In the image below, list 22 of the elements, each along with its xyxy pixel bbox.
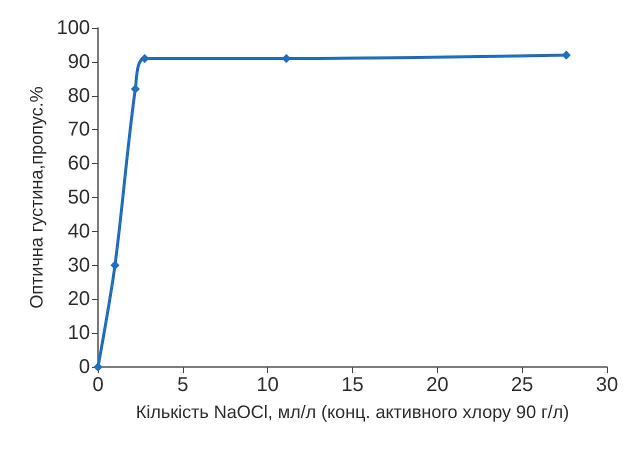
y-tick-label: 50 [68, 186, 90, 208]
y-tick-label: 10 [68, 322, 90, 344]
y-tick-label: 100 [56, 17, 90, 39]
x-tick-label: 25 [511, 374, 534, 396]
x-tick-label: 5 [177, 374, 188, 396]
x-axis-title: Кількість NaOCl, мл/л (конц. активного хлору 90 г/л) [136, 402, 570, 422]
x-tick-label: 0 [92, 374, 104, 396]
x-tick-label: 20 [426, 374, 448, 396]
y-tick-label: 30 [68, 254, 90, 276]
y-tick-label: 70 [68, 118, 90, 141]
y-tick-label: 40 [68, 220, 90, 242]
point [130, 84, 140, 94]
y-tick-label: 60 [68, 152, 90, 175]
y-tick-label: 20 [68, 288, 90, 310]
x-tick-label: 10 [256, 374, 279, 396]
point [110, 260, 120, 270]
y-tick-label: 0 [78, 356, 90, 378]
y-tick-label: 90 [68, 50, 90, 73]
y-axis-title: Оптична густина,пропус.% [26, 86, 47, 309]
y-tick-label: 80 [68, 84, 90, 107]
x-tick-label: 15 [341, 374, 364, 396]
x-tick-label: 30 [596, 374, 618, 396]
